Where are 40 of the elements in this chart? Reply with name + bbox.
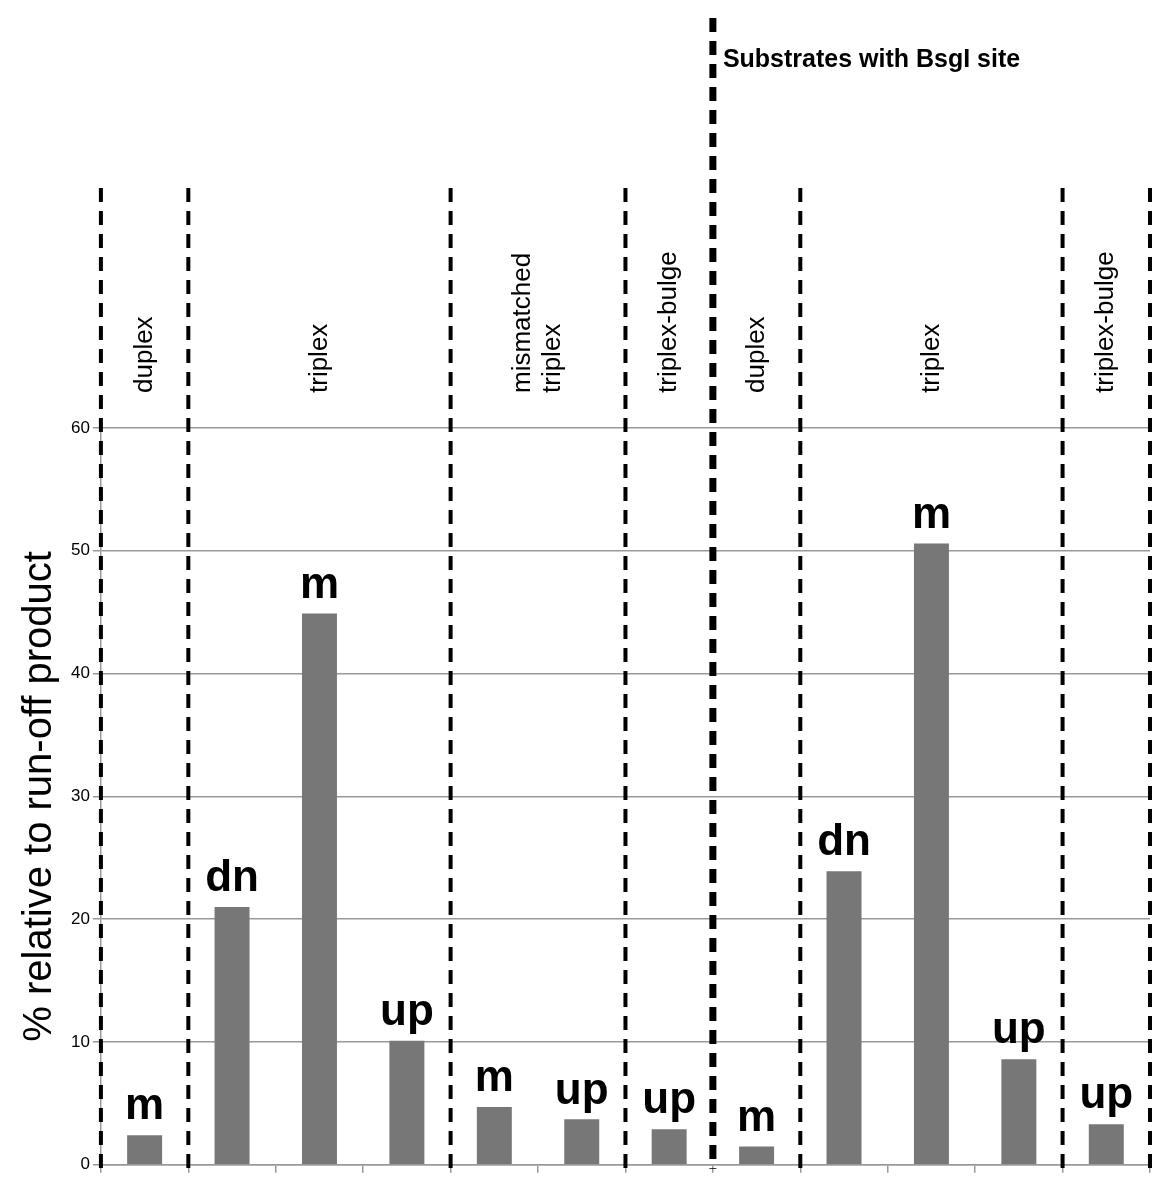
y-tick-label: 20 bbox=[70, 908, 90, 928]
bar bbox=[651, 1129, 687, 1165]
bar bbox=[127, 1135, 163, 1165]
text: triplex-bulge bbox=[1089, 251, 1120, 393]
text: duplex bbox=[127, 316, 158, 393]
data-label: m bbox=[299, 557, 340, 607]
bar bbox=[826, 871, 862, 1165]
bar bbox=[564, 1119, 600, 1165]
text: triplex-bulge bbox=[652, 251, 683, 393]
data-label: m bbox=[474, 1051, 514, 1101]
y-tick-label: 40 bbox=[70, 663, 90, 683]
text: mismatched triplex bbox=[506, 252, 567, 393]
data-label: m bbox=[737, 1090, 777, 1140]
bar bbox=[1001, 1059, 1037, 1165]
text: duplex bbox=[739, 316, 770, 393]
y-tick-label: 30 bbox=[70, 786, 90, 806]
data-label: m bbox=[911, 487, 951, 537]
bar bbox=[301, 613, 337, 1165]
data-label: dn bbox=[817, 815, 871, 865]
bar bbox=[739, 1146, 775, 1165]
y-tick-label: 10 bbox=[70, 1031, 90, 1051]
text: Substrates with BsgI site bbox=[722, 43, 1021, 72]
bar bbox=[913, 543, 949, 1165]
text: triplex bbox=[914, 323, 945, 393]
y-tick-label: 60 bbox=[70, 417, 90, 437]
data-label: up bbox=[1079, 1068, 1134, 1118]
y-tick-label: 0 bbox=[80, 1154, 90, 1174]
bar bbox=[389, 1040, 425, 1165]
text: triplex bbox=[302, 323, 333, 393]
bar bbox=[476, 1107, 512, 1165]
data-label: up bbox=[554, 1063, 609, 1113]
data-label: up bbox=[991, 1003, 1046, 1053]
y-tick-label: 50 bbox=[70, 540, 90, 560]
bar bbox=[1088, 1124, 1124, 1165]
data-label: dn bbox=[205, 851, 259, 901]
data-label: up bbox=[380, 984, 434, 1034]
bar bbox=[214, 906, 250, 1165]
y-axis-title: % relative to run-off product bbox=[15, 551, 60, 1042]
data-label: up bbox=[642, 1073, 697, 1123]
data-label: m bbox=[125, 1079, 165, 1129]
